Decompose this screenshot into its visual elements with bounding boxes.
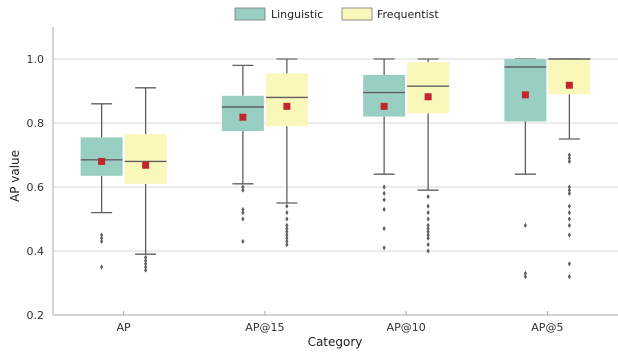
outlier-point — [285, 242, 289, 248]
box-frequentist — [407, 62, 450, 114]
mean-marker — [521, 91, 529, 99]
outlier-point — [567, 203, 571, 209]
legend-label-frequentist: Frequentist — [377, 8, 439, 21]
y-tick-label: 0.4 — [27, 245, 45, 258]
outlier-point — [382, 190, 386, 196]
outlier-point — [567, 261, 571, 267]
x-tick-label: AP@10 — [387, 321, 426, 334]
y-tick-label: 1.0 — [27, 53, 45, 66]
mean-marker — [98, 157, 106, 165]
outlier-point — [241, 210, 245, 216]
outlier-point — [567, 187, 571, 193]
outlier-point — [426, 226, 430, 232]
box-frequentist — [548, 59, 591, 95]
outlier-point — [426, 242, 430, 248]
box-frequentist — [265, 73, 308, 127]
outlier-point — [567, 158, 571, 164]
outlier-point — [567, 184, 571, 190]
outlier-point — [241, 184, 245, 190]
y-axis-label: AP value — [8, 150, 22, 202]
box-linguistic — [504, 59, 547, 122]
outlier-point — [285, 226, 289, 232]
outlier-point — [285, 235, 289, 241]
outlier-point — [426, 248, 430, 254]
outlier-point — [285, 210, 289, 216]
legend-swatch-linguistic — [234, 7, 266, 21]
outlier-point — [285, 222, 289, 228]
mean-marker — [424, 93, 432, 101]
outlier-point — [426, 235, 430, 241]
outlier-point — [567, 210, 571, 216]
outlier-point — [100, 235, 104, 241]
outlier-point — [285, 232, 289, 238]
box-linguistic — [80, 137, 123, 176]
x-tick-label: AP — [117, 321, 132, 334]
box-frequentist — [124, 134, 167, 184]
mean-marker — [142, 161, 150, 169]
legend: Linguistic Frequentist — [234, 7, 439, 21]
outlier-point — [382, 245, 386, 251]
mean-marker — [239, 113, 247, 121]
outlier-point — [567, 190, 571, 196]
outlier-point — [100, 232, 104, 238]
outlier-point — [567, 216, 571, 222]
outlier-point — [567, 222, 571, 228]
outlier-point — [426, 229, 430, 235]
outlier-point — [144, 258, 148, 264]
outlier-point — [567, 274, 571, 280]
legend-label-linguistic: Linguistic — [271, 8, 323, 21]
outlier-point — [426, 194, 430, 200]
y-tick-label: 0.6 — [27, 181, 45, 194]
outlier-point — [382, 184, 386, 190]
outlier-point — [144, 254, 148, 260]
outlier-point — [285, 216, 289, 222]
box-linguistic — [221, 95, 264, 131]
legend-swatch-frequentist — [341, 7, 373, 21]
outlier-point — [144, 261, 148, 267]
outlier-point — [426, 222, 430, 228]
y-tick-label: 0.8 — [27, 117, 45, 130]
outlier-point — [144, 264, 148, 270]
x-axis-label: Category — [308, 335, 363, 349]
outlier-point — [426, 216, 430, 222]
outlier-point — [523, 274, 527, 280]
outlier-point — [567, 232, 571, 238]
outlier-point — [382, 226, 386, 232]
mean-marker — [565, 81, 573, 89]
outlier-point — [285, 203, 289, 209]
outlier-point — [241, 238, 245, 244]
outlier-point — [567, 155, 571, 161]
mean-marker — [380, 102, 388, 110]
outlier-point — [382, 206, 386, 212]
outlier-point — [426, 203, 430, 209]
outlier-point — [426, 210, 430, 216]
outlier-point — [241, 206, 245, 212]
outlier-point — [285, 229, 289, 235]
outlier-point — [100, 264, 104, 270]
outlier-point — [382, 197, 386, 203]
mean-marker — [283, 102, 291, 110]
outlier-point — [426, 232, 430, 238]
outlier-point — [144, 267, 148, 273]
x-tick-label: AP@5 — [531, 321, 563, 334]
box-linguistic — [363, 75, 406, 117]
outlier-point — [241, 216, 245, 222]
y-tick-label: 0.2 — [27, 309, 45, 322]
outlier-point — [241, 187, 245, 193]
outlier-point — [567, 152, 571, 158]
outlier-point — [523, 222, 527, 228]
outlier-point — [100, 238, 104, 244]
outlier-point — [523, 270, 527, 276]
outlier-point — [285, 238, 289, 244]
x-tick-label: AP@15 — [245, 321, 284, 334]
